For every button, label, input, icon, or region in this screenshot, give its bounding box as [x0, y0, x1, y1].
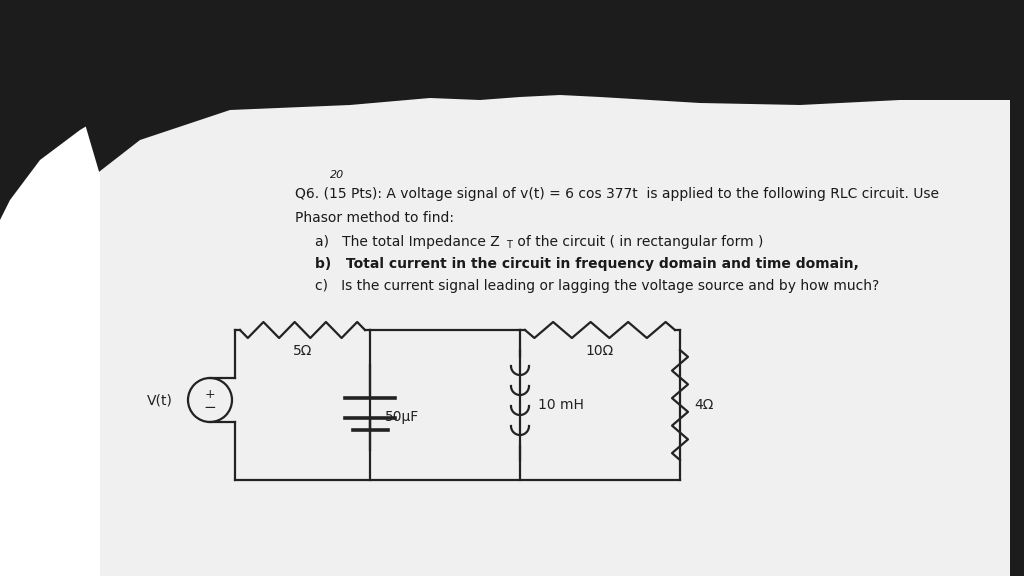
Text: 50μF: 50μF — [385, 411, 419, 425]
Text: of the circuit ( in rectangular form ): of the circuit ( in rectangular form ) — [513, 235, 763, 249]
Text: a)   The total Impedance Z: a) The total Impedance Z — [315, 235, 500, 249]
Polygon shape — [95, 95, 1010, 576]
Text: +: + — [205, 388, 215, 400]
Text: 20: 20 — [330, 170, 344, 180]
Text: c)   Is the current signal leading or lagging the voltage source and by how much: c) Is the current signal leading or lagg… — [315, 279, 880, 293]
Polygon shape — [400, 0, 1024, 95]
Text: Q6. (15 Pts): A voltage signal of v(t) = 6 cos 377t  is applied to the following: Q6. (15 Pts): A voltage signal of v(t) =… — [295, 187, 939, 201]
Polygon shape — [0, 0, 200, 220]
Text: 10 mH: 10 mH — [538, 398, 584, 412]
Text: V(t): V(t) — [147, 393, 173, 407]
Text: b)   Total current in the circuit in frequency domain and time domain,: b) Total current in the circuit in frequ… — [315, 257, 859, 271]
Polygon shape — [0, 55, 100, 576]
Text: −: − — [204, 400, 216, 415]
Text: 10Ω: 10Ω — [586, 344, 614, 358]
Text: Phasor method to find:: Phasor method to find: — [295, 211, 454, 225]
Text: 4Ω: 4Ω — [694, 398, 714, 412]
Text: T: T — [506, 240, 512, 250]
Text: 5Ω: 5Ω — [293, 344, 312, 358]
